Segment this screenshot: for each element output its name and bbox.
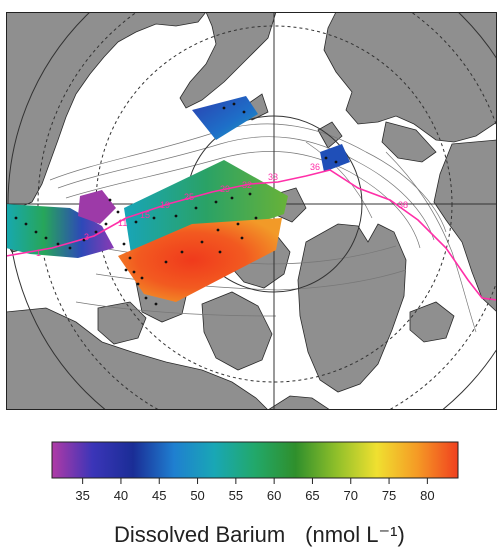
barium-patch-east (320, 144, 350, 172)
colorbar-tick-label: 35 (75, 488, 90, 503)
station-markers (14, 102, 338, 306)
land-alaska (433, 139, 497, 313)
colorbar-title-text: Dissolved Barium (114, 522, 286, 547)
land-eurasia-west (6, 12, 207, 211)
station-dot (236, 222, 240, 226)
colorbar-tick-label: 45 (152, 488, 167, 503)
track-station-label: 19 (160, 200, 170, 210)
barium-strip-west (6, 204, 114, 258)
cruise-track (6, 169, 497, 301)
station-dot (248, 192, 252, 196)
station-dot (24, 222, 28, 226)
station-dot (108, 198, 112, 202)
station-dot (124, 268, 128, 272)
track-station-label: 36 (310, 162, 320, 172)
barium-purple-patch (78, 190, 116, 224)
colorbar-tick-label: 75 (381, 488, 397, 503)
land-iceland-coast (409, 301, 455, 343)
track-station-label: 11 (118, 218, 127, 228)
station-dot (44, 236, 48, 240)
station-dot (132, 270, 136, 274)
station-dot (242, 110, 246, 114)
track-station-label: 38 (398, 200, 408, 210)
station-dot (232, 102, 236, 106)
track-station-label: 32 (242, 180, 252, 190)
station-dot (68, 246, 72, 250)
station-dot (14, 216, 18, 220)
land-baffin (201, 291, 273, 371)
track-station-label: 15 (140, 210, 150, 220)
station-dot (140, 276, 144, 280)
track-station-label: 25 (184, 192, 194, 202)
track-station-label: 1 (36, 248, 41, 258)
colorbar-units: (nmol L⁻¹) (305, 522, 405, 547)
station-dot (216, 228, 220, 232)
land-greenland (297, 223, 407, 393)
station-dot (254, 216, 258, 220)
station-dot (116, 210, 120, 214)
station-dot (82, 238, 86, 242)
colorbar (51, 441, 459, 484)
station-dot (122, 242, 126, 246)
station-dot (324, 156, 328, 160)
station-dot (200, 240, 204, 244)
station-dot (144, 296, 148, 300)
colorbar-tick-label: 65 (305, 488, 320, 503)
land-labrador (267, 395, 331, 410)
barium-patch-laptev (192, 96, 258, 140)
map-frame (6, 12, 497, 410)
station-dot (240, 236, 244, 240)
arctic-map: 1 3 11 15 19 25 29 32 33 36 38 (6, 12, 497, 410)
station-dot (128, 256, 132, 260)
land-victoria (97, 301, 147, 345)
barium-overlay (6, 96, 350, 302)
station-dot (136, 282, 140, 286)
station-dot (222, 106, 226, 110)
land-east-siberia (381, 121, 437, 163)
station-dot (34, 230, 38, 234)
track-labels: 1 3 11 15 19 25 29 32 33 36 38 (36, 162, 408, 258)
station-dot (174, 214, 178, 218)
colorbar-tick-label: 55 (228, 488, 244, 503)
station-dot (214, 200, 218, 204)
station-dot (194, 206, 198, 210)
colorbar-gradient (51, 441, 459, 479)
station-dot (94, 230, 98, 234)
station-dot (152, 216, 156, 220)
colorbar-title: Dissolved Barium (nmol L⁻¹) (114, 522, 405, 548)
colorbar-ticks (82, 478, 428, 484)
track-station-label: 33 (268, 172, 278, 182)
station-dot (154, 302, 158, 306)
colorbar-tick-label: 50 (190, 488, 205, 503)
station-dot (134, 220, 138, 224)
station-dot (334, 160, 338, 164)
station-dot (218, 250, 222, 254)
colorbar-tick-label: 40 (113, 488, 129, 503)
station-dot (56, 242, 60, 246)
land-siberia-north (179, 12, 277, 109)
colorbar-tick-label: 80 (420, 488, 435, 503)
station-dot (180, 250, 184, 254)
land-canada-mainland (6, 307, 269, 410)
barium-core-canada (118, 218, 282, 302)
track-station-label: 29 (220, 184, 230, 194)
colorbar-legend: 35 40 45 50 55 60 65 70 75 80 Dissolved Barium (nm… (0, 440, 504, 556)
station-dot (230, 196, 234, 200)
station-dot (164, 260, 168, 264)
colorbar-tick-label: 70 (343, 488, 358, 503)
station-dot (104, 222, 108, 226)
colorbar-tick-label: 60 (266, 488, 282, 503)
track-station-label: 3 (84, 232, 89, 242)
land-chukotka (323, 12, 497, 143)
